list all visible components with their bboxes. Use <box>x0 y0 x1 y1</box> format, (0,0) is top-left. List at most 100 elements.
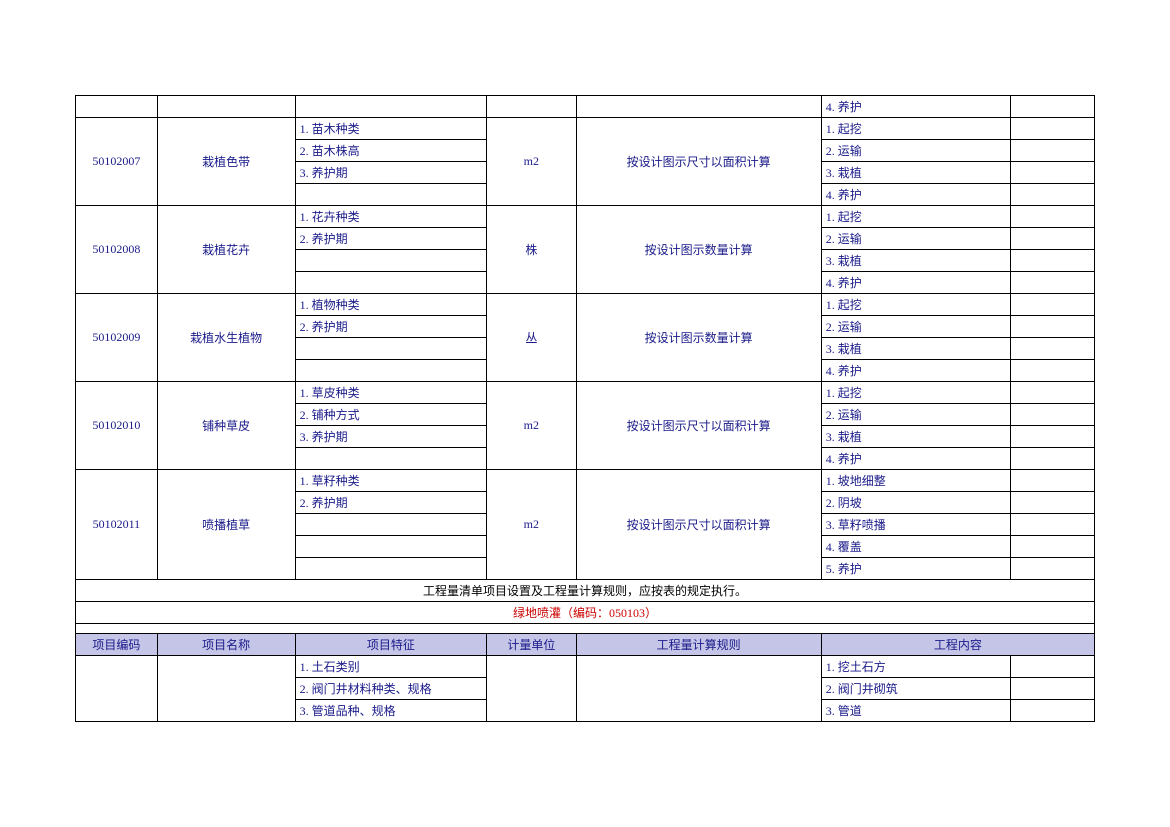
content-cell: 2. 运输 <box>821 140 1010 162</box>
content-cell: 3. 栽植 <box>821 426 1010 448</box>
table-row: 50102008栽植花卉1. 花卉种类株按设计图示数量计算1. 起挖 <box>76 206 1095 228</box>
code-cell: 50102011 <box>76 470 158 580</box>
unit-cell: m2 <box>487 470 576 580</box>
content-cell: 2. 阴坡 <box>821 492 1010 514</box>
name-cell <box>157 96 295 118</box>
content-cell: 1. 起挖 <box>821 206 1010 228</box>
rule-cell <box>576 96 821 118</box>
header-content: 工程内容 <box>821 634 1094 656</box>
content-cell: 2. 阀门井砌筑 <box>821 678 1010 700</box>
extra-cell <box>1010 206 1094 228</box>
feature-cell <box>295 558 487 580</box>
table-row: 50102007栽植色带1. 苗木种类m2按设计图示尺寸以面积计算1. 起挖 <box>76 118 1095 140</box>
feature-cell <box>295 536 487 558</box>
content-cell: 4. 养护 <box>821 448 1010 470</box>
unit-cell: 株 <box>487 206 576 294</box>
name-cell: 栽植花卉 <box>157 206 295 294</box>
table-row: 工程量清单项目设置及工程量计算规则，应按表的规定执行。 <box>76 580 1095 602</box>
extra-cell <box>1010 294 1094 316</box>
section-title: 绿地喷灌（编码：050103） <box>76 602 1095 624</box>
feature-cell: 2. 养护期 <box>295 316 487 338</box>
content-cell: 1. 起挖 <box>821 382 1010 404</box>
feature-cell: 3. 养护期 <box>295 162 487 184</box>
content-cell: 1. 挖土石方 <box>821 656 1010 678</box>
feature-cell <box>295 514 487 536</box>
feature-cell <box>295 338 487 360</box>
feature-cell <box>295 184 487 206</box>
extra-cell <box>1010 162 1094 184</box>
unit-cell <box>487 96 576 118</box>
feature-cell: 1. 植物种类 <box>295 294 487 316</box>
content-cell: 3. 栽植 <box>821 250 1010 272</box>
name-cell: 喷播植草 <box>157 470 295 580</box>
spacer-cell <box>76 624 1095 634</box>
unit-cell: m2 <box>487 118 576 206</box>
extra-cell <box>1010 360 1094 382</box>
content-cell: 1. 坡地细整 <box>821 470 1010 492</box>
rule-cell: 按设计图示尺寸以面积计算 <box>576 118 821 206</box>
table-row: 50102010铺种草皮1. 草皮种类m2按设计图示尺寸以面积计算1. 起挖 <box>76 382 1095 404</box>
feature-cell: 2. 养护期 <box>295 492 487 514</box>
extra-cell <box>1010 700 1094 722</box>
content-cell: 4. 覆盖 <box>821 536 1010 558</box>
code-cell: 50102008 <box>76 206 158 294</box>
header-feature: 项目特征 <box>295 634 487 656</box>
extra-cell <box>1010 558 1094 580</box>
header-code: 项目编码 <box>76 634 158 656</box>
extra-cell <box>1010 656 1094 678</box>
content-cell: 2. 运输 <box>821 316 1010 338</box>
extra-cell <box>1010 228 1094 250</box>
code-cell: 50102007 <box>76 118 158 206</box>
content-cell: 1. 起挖 <box>821 294 1010 316</box>
feature-cell: 2. 苗木株高 <box>295 140 487 162</box>
feature-cell: 1. 草籽种类 <box>295 470 487 492</box>
code-cell <box>76 96 158 118</box>
feature-cell <box>295 360 487 382</box>
content-cell: 4. 养护 <box>821 360 1010 382</box>
code-cell: 50102009 <box>76 294 158 382</box>
feature-cell: 2. 铺种方式 <box>295 404 487 426</box>
content-cell: 1. 起挖 <box>821 118 1010 140</box>
content-cell: 4. 养护 <box>821 272 1010 294</box>
table-row: 项目编码项目名称项目特征计量单位工程量计算规则工程内容 <box>76 634 1095 656</box>
extra-cell <box>1010 140 1094 162</box>
feature-cell <box>295 250 487 272</box>
extra-cell <box>1010 250 1094 272</box>
extra-cell <box>1010 470 1094 492</box>
extra-cell <box>1010 426 1094 448</box>
name-cell <box>157 656 295 722</box>
table-row: 4. 养护 <box>76 96 1095 118</box>
feature-cell: 2. 阀门井材料种类、规格 <box>295 678 487 700</box>
note-cell: 工程量清单项目设置及工程量计算规则，应按表的规定执行。 <box>76 580 1095 602</box>
rule-cell: 按设计图示尺寸以面积计算 <box>576 470 821 580</box>
extra-cell <box>1010 338 1094 360</box>
content-cell: 3. 管道 <box>821 700 1010 722</box>
rule-cell: 按设计图示尺寸以面积计算 <box>576 382 821 470</box>
content-cell: 3. 草籽喷播 <box>821 514 1010 536</box>
extra-cell <box>1010 316 1094 338</box>
engineering-spec-table: 4. 养护50102007栽植色带1. 苗木种类m2按设计图示尺寸以面积计算1.… <box>75 95 1095 722</box>
code-cell <box>76 656 158 722</box>
rule-cell: 按设计图示数量计算 <box>576 294 821 382</box>
extra-cell <box>1010 118 1094 140</box>
feature-cell <box>295 448 487 470</box>
header-name: 项目名称 <box>157 634 295 656</box>
code-cell: 50102010 <box>76 382 158 470</box>
feature-cell: 1. 土石类别 <box>295 656 487 678</box>
content-cell: 5. 养护 <box>821 558 1010 580</box>
table-row: 50102009栽植水生植物1. 植物种类丛按设计图示数量计算1. 起挖 <box>76 294 1095 316</box>
extra-cell <box>1010 514 1094 536</box>
extra-cell <box>1010 678 1094 700</box>
extra-cell <box>1010 272 1094 294</box>
header-rule: 工程量计算规则 <box>576 634 821 656</box>
feature-cell: 1. 草皮种类 <box>295 382 487 404</box>
extra-cell <box>1010 448 1094 470</box>
unit-cell <box>487 656 576 722</box>
extra-cell <box>1010 184 1094 206</box>
content-cell: 4. 养护 <box>821 184 1010 206</box>
rule-cell <box>576 656 821 722</box>
content-cell: 2. 运输 <box>821 228 1010 250</box>
name-cell: 栽植色带 <box>157 118 295 206</box>
feature-cell: 3. 养护期 <box>295 426 487 448</box>
content-cell: 3. 栽植 <box>821 162 1010 184</box>
